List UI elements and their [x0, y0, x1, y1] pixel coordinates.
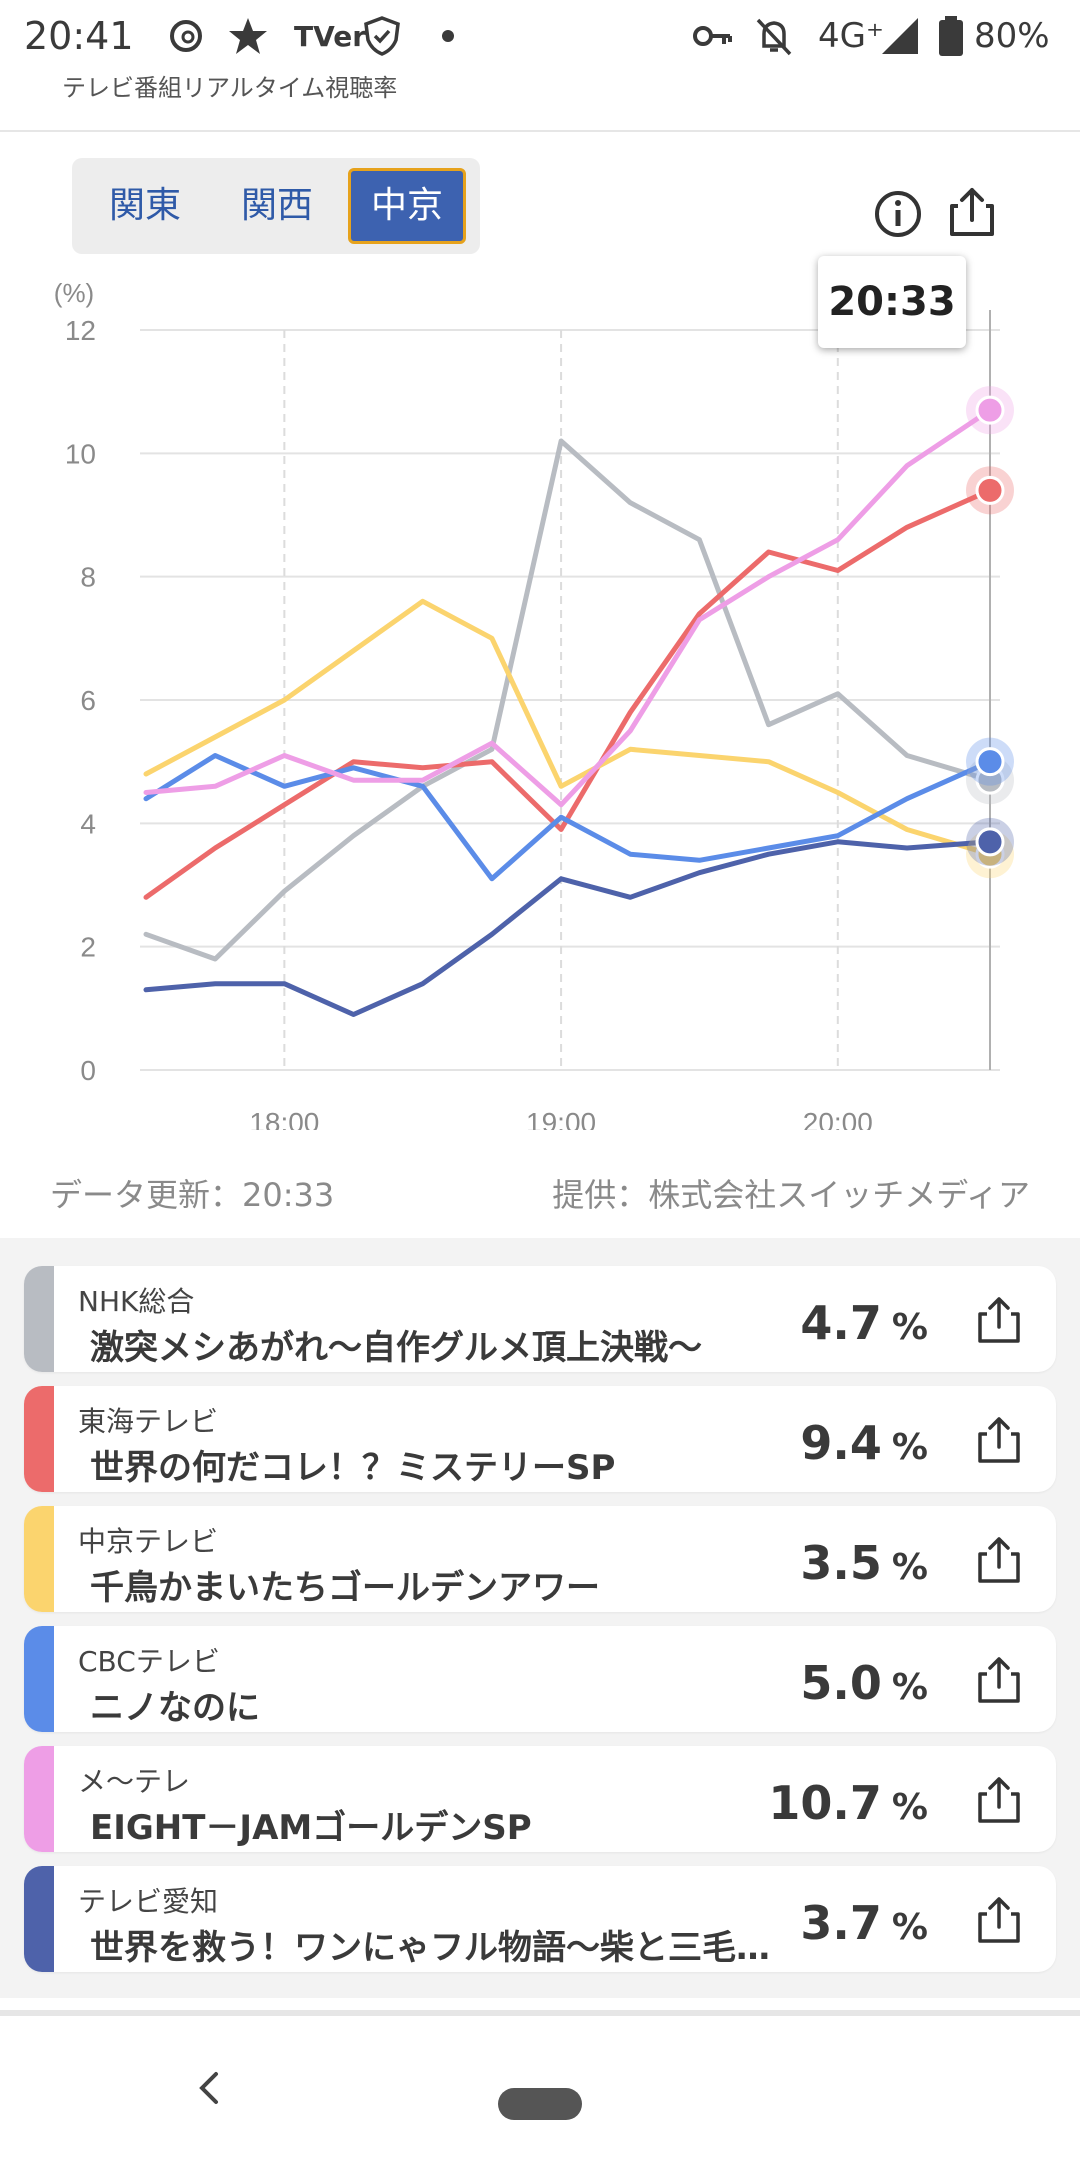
network-type: 4G⁺	[818, 16, 884, 56]
series-line	[143, 438, 993, 962]
rating-value: 3.7%	[800, 1896, 928, 1950]
series-line	[143, 487, 993, 900]
signal-icon	[882, 18, 918, 54]
series-endpoint-marker	[975, 827, 1005, 857]
rating-value: 9.4%	[800, 1416, 928, 1470]
bell-off-icon	[756, 18, 792, 56]
rating-unit: %	[891, 1547, 928, 1588]
rating-number: 5.0	[800, 1656, 882, 1710]
rating-value: 10.7%	[768, 1776, 928, 1830]
channel-color-bar	[24, 1266, 54, 1372]
home-pill[interactable]	[498, 2088, 582, 2120]
channel-color-bar	[24, 1626, 54, 1732]
share-icon[interactable]	[974, 1534, 1024, 1586]
program-title: 世界の何だコレ！？ミステリーSP	[90, 1448, 616, 1488]
data-provider: 提供：株式会社スイッチメディア	[552, 1176, 1030, 1214]
channel-name: NHK総合	[78, 1285, 195, 1318]
channel-name: メ～テレ	[78, 1765, 191, 1798]
key-icon	[693, 26, 732, 46]
series-line	[143, 753, 993, 882]
rating-unit: %	[891, 1907, 928, 1948]
x-tick-label: 18:00	[249, 1107, 319, 1130]
channel-color-bar	[24, 1746, 54, 1852]
series-endpoint-marker	[975, 475, 1005, 505]
dot-icon	[442, 30, 454, 42]
y-tick-label: 8	[80, 562, 96, 593]
channel-card[interactable]: 東海テレビ世界の何だコレ！？ミステリーSP 9.4%	[24, 1386, 1056, 1492]
y-tick-label: 10	[65, 438, 96, 469]
channel-name: 東海テレビ	[78, 1405, 219, 1438]
y-tick-label: 0	[80, 1055, 96, 1086]
tab-kanto[interactable]: 関東	[108, 185, 181, 226]
series-line	[143, 598, 993, 857]
channel-card[interactable]: テレビ愛知世界を救う！ワンにゃフル物語～柴と三毛… 3.7%	[24, 1866, 1056, 1972]
series-line	[143, 839, 993, 1017]
channel-name: CBCテレビ	[78, 1645, 220, 1678]
y-tick-label: 6	[80, 685, 96, 716]
y-tick-label: 4	[80, 808, 96, 839]
data-update-time: データ更新：20:33	[50, 1176, 335, 1214]
channel-card[interactable]: NHK総合激突メシあがれ～自作グルメ頂上決戦～ 4.7%	[24, 1266, 1056, 1372]
rating-number: 10.7	[768, 1776, 882, 1830]
program-title: 激突メシあがれ～自作グルメ頂上決戦～	[90, 1328, 702, 1368]
channel-card[interactable]: 中京テレビ千鳥かまいたちゴールデンアワー 3.5%	[24, 1506, 1056, 1612]
navigation-bar	[0, 2016, 1080, 2160]
share-icon[interactable]	[944, 184, 1000, 240]
program-title: 千鳥かまいたちゴールデンアワー	[90, 1568, 600, 1608]
star-icon	[229, 18, 267, 54]
tab-chukyo[interactable]: 中京	[348, 168, 466, 244]
rating-value: 4.7%	[800, 1296, 928, 1350]
channel-list: NHK総合 激突メシあがれ～自作グルメ頂上決戦～ 4.7% 東海テレビ 世界の何だコレ！…	[0, 1238, 1080, 1998]
tab-kansai[interactable]: 関西	[240, 185, 313, 226]
rating-number: 4.7	[800, 1296, 882, 1350]
share-icon[interactable]	[974, 1654, 1024, 1706]
tver-icon: TVer	[294, 20, 367, 53]
series-line	[143, 407, 993, 808]
battery-level: 80%	[974, 16, 1050, 56]
app-title: テレビ番組リアルタイム視聴率	[62, 74, 398, 102]
program-title: EIGHT－JAMゴールデンSP	[90, 1808, 532, 1848]
y-axis-label: (%)	[54, 278, 94, 308]
rating-number: 3.5	[800, 1536, 882, 1590]
threads-icon	[170, 20, 202, 52]
shield-icon	[364, 16, 400, 56]
y-tick-label: 2	[80, 932, 96, 963]
rating-value: 5.0%	[800, 1656, 928, 1710]
series-endpoint-marker	[975, 747, 1005, 777]
y-tick-label: 12	[65, 315, 96, 346]
rating-number: 3.7	[800, 1896, 882, 1950]
series-endpoint-marker	[975, 395, 1005, 425]
rating-value: 3.5%	[800, 1536, 928, 1590]
share-icon[interactable]	[974, 1294, 1024, 1346]
bottom-divider	[0, 2010, 1080, 2016]
back-icon[interactable]	[192, 2068, 226, 2108]
channel-color-bar	[24, 1386, 54, 1492]
share-icon[interactable]	[974, 1414, 1024, 1466]
region-tabs: 関東 関西 中京	[72, 158, 480, 254]
header-divider	[0, 130, 1080, 132]
rating-unit: %	[891, 1307, 928, 1348]
rating-unit: %	[891, 1667, 928, 1708]
share-icon[interactable]	[974, 1894, 1024, 1946]
battery-icon	[939, 16, 963, 56]
program-title: ニノなのに	[90, 1688, 260, 1728]
rating-unit: %	[891, 1787, 928, 1828]
channel-name: テレビ愛知	[78, 1885, 219, 1918]
status-bar: 20:41 TVer 4G⁺ 80%	[0, 0, 1080, 72]
x-tick-label: 19:00	[526, 1107, 596, 1130]
channel-color-bar	[24, 1866, 54, 1972]
channel-name: 中京テレビ	[78, 1525, 219, 1558]
rating-chart[interactable]: 0 2 4 6 8 10 12 18:00 19:00 20:00 (%)	[0, 270, 1080, 1130]
rating-unit: %	[891, 1427, 928, 1468]
channel-card[interactable]: メ～テレ EIGHT－JAMゴールデンSP 10.7%	[24, 1746, 1056, 1852]
rating-number: 9.4	[800, 1416, 882, 1470]
channel-color-bar	[24, 1506, 54, 1612]
program-title: 世界を救う！ワンにゃフル物語～柴と三毛…	[90, 1928, 770, 1968]
info-icon[interactable]	[870, 186, 926, 242]
status-time: 20:41	[24, 14, 134, 58]
channel-card[interactable]: CBCテレビニノなのに 5.0%	[24, 1626, 1056, 1732]
time-tooltip: 20:33	[818, 256, 966, 348]
share-icon[interactable]	[974, 1774, 1024, 1826]
x-tick-label: 20:00	[803, 1107, 873, 1130]
